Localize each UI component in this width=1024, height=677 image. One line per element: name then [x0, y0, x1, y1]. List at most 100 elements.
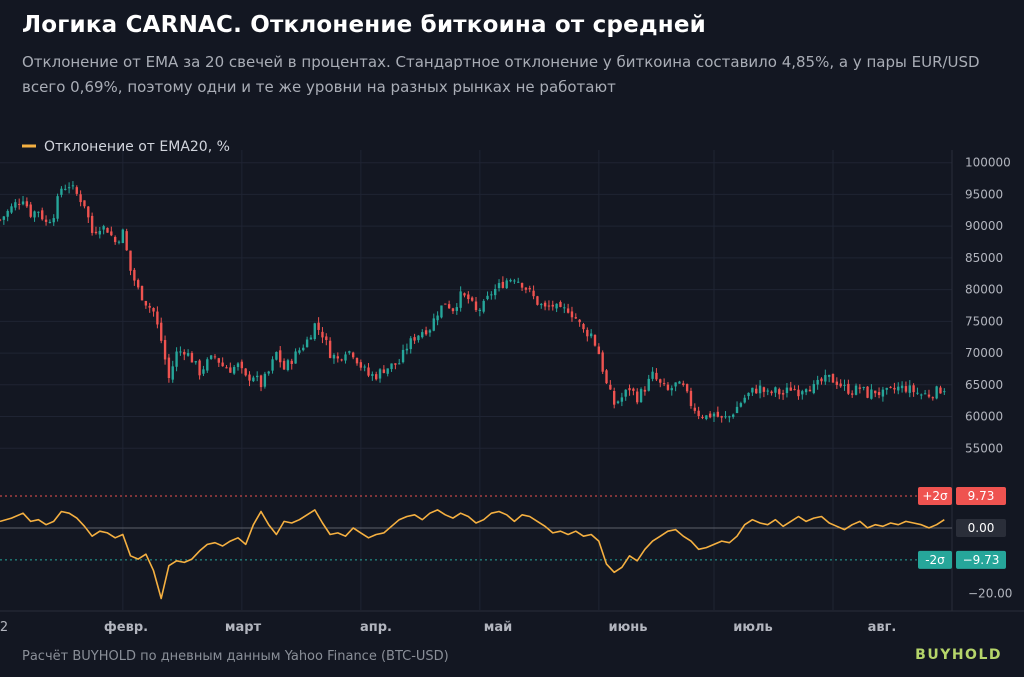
candle-body — [816, 379, 819, 385]
candle-body — [302, 347, 305, 351]
candle-body — [221, 362, 224, 367]
candle-body — [712, 413, 716, 417]
candle-body — [390, 363, 393, 370]
candle-body — [90, 215, 94, 233]
candle-body — [570, 311, 574, 318]
candle-body — [509, 279, 512, 282]
candle-body — [774, 387, 777, 393]
candle-body — [240, 361, 244, 369]
candle-body — [317, 322, 320, 330]
candle-body — [536, 296, 539, 305]
candle-body — [398, 363, 401, 365]
candle-body — [21, 201, 25, 205]
value-badge — [956, 487, 1006, 506]
candle-body — [912, 385, 915, 393]
candle-body — [67, 187, 71, 189]
candle-body — [129, 250, 132, 271]
candle-body — [432, 318, 435, 331]
candle-body — [578, 319, 581, 323]
candle-body — [935, 386, 938, 399]
candle-body — [148, 305, 151, 308]
candle-body — [858, 387, 862, 389]
candle-body — [102, 226, 105, 230]
candle-body — [524, 287, 528, 290]
candle-body — [444, 303, 447, 305]
candle-body — [824, 375, 827, 382]
candle-body — [344, 354, 347, 361]
time-tick-label: февр. — [104, 620, 148, 635]
time-tick-label: 2 — [0, 620, 8, 635]
candle-body — [743, 397, 746, 403]
candle-body — [194, 361, 197, 363]
price-tick-label: 65000 — [965, 378, 1003, 392]
candle-body — [171, 366, 174, 380]
candle-body — [6, 210, 9, 217]
price-tick-label: 85000 — [965, 251, 1003, 265]
candle-body — [286, 360, 290, 371]
candle-body — [762, 387, 766, 392]
candle-body — [601, 352, 604, 372]
deviation-line — [0, 509, 945, 600]
candle-body — [616, 401, 620, 404]
candle-body — [716, 411, 720, 417]
candle-body — [113, 237, 117, 243]
candle-body — [98, 230, 101, 235]
deviation-axis: −20.00 9.73 +2σ 0.00 −9.73 -2σ — [918, 487, 1012, 601]
candle-body — [378, 369, 382, 379]
candle-body — [689, 390, 693, 406]
chart-subtitle: Отклонение от EMA за 20 свечей в процент… — [22, 53, 980, 96]
candle-body — [785, 387, 789, 394]
candle-body — [367, 367, 370, 376]
candle-body — [931, 397, 934, 399]
candle-body — [513, 280, 516, 282]
candle-body — [732, 414, 735, 417]
candle-body — [375, 374, 378, 380]
candle-body — [340, 359, 343, 361]
deviation-series — [0, 509, 945, 600]
candle-body — [532, 290, 535, 297]
candle-body — [79, 194, 82, 203]
candle-body — [359, 362, 363, 368]
candle-body — [943, 391, 946, 393]
candle-body — [693, 407, 696, 411]
sigma-badge — [918, 550, 952, 569]
price-tick-label: 100000 — [965, 156, 1011, 170]
candle-body — [417, 335, 420, 341]
candle-body — [229, 367, 232, 373]
candle-body — [793, 389, 796, 391]
candle-body — [866, 386, 869, 398]
candle-body — [125, 231, 128, 251]
candle-body — [697, 410, 700, 416]
candle-body — [897, 386, 900, 391]
time-axis: 2 февр. март апр. май июнь июль авг. — [0, 620, 896, 635]
candle-body — [916, 392, 919, 394]
candle-body — [279, 350, 282, 363]
candle-body — [662, 383, 666, 385]
candle-body — [459, 291, 462, 308]
candle-body — [870, 389, 873, 399]
candle-body — [747, 392, 750, 397]
candle-body — [593, 334, 597, 346]
candle-body — [478, 309, 482, 312]
candle-body — [190, 352, 194, 363]
candle-body — [517, 281, 520, 283]
value-badge-text: 9.73 — [968, 489, 995, 503]
candle-body — [305, 339, 309, 348]
candle-body — [770, 391, 773, 394]
candle-body — [64, 188, 67, 190]
candle-body — [440, 305, 443, 318]
candle-body — [900, 385, 904, 389]
candle-body — [885, 387, 888, 390]
candle-body — [263, 373, 267, 387]
candle-body — [137, 280, 140, 288]
candle-body — [528, 288, 531, 290]
candle-body — [225, 367, 228, 369]
candle-body — [244, 368, 247, 376]
candle-body — [117, 241, 121, 243]
value-badge — [956, 550, 1006, 569]
candle-body — [839, 383, 842, 387]
candle-body — [555, 303, 558, 309]
time-tick-label: апр. — [360, 620, 392, 635]
candle-body — [163, 340, 167, 360]
candle-body — [505, 280, 508, 289]
